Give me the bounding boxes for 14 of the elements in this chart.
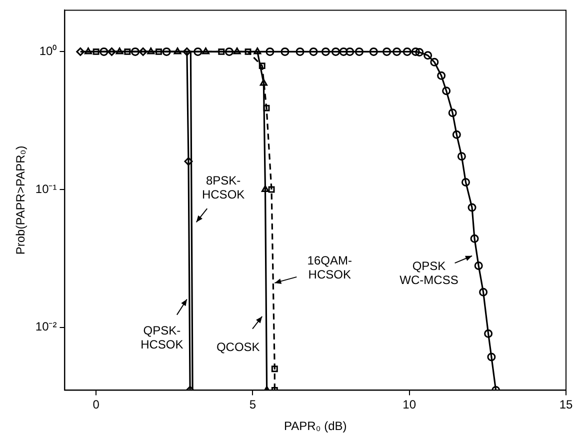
y-tick-label: 10⁰: [39, 44, 57, 58]
x-axis-title: PAPR₀ (dB): [284, 419, 347, 434]
y-tick-label: 10⁻¹: [35, 182, 57, 196]
y-tick-label: 10⁻²: [35, 320, 57, 334]
annotation: 8PSK-HCSOK: [202, 173, 245, 202]
x-tick-label: 0: [92, 398, 100, 412]
annotation: QPSK-HCSOK: [140, 324, 184, 352]
y-axis-title: Prob(PAPR>PAPR₀): [14, 146, 28, 255]
annotation: QPSK WC-MCSS: [400, 259, 458, 288]
x-tick-label: 5: [249, 398, 256, 412]
x-tick-label: 10: [402, 398, 416, 412]
annotation: QCOSK: [216, 340, 260, 354]
annotation: 16QAM-HCSOK: [307, 253, 352, 282]
x-tick-label: 15: [559, 398, 573, 412]
